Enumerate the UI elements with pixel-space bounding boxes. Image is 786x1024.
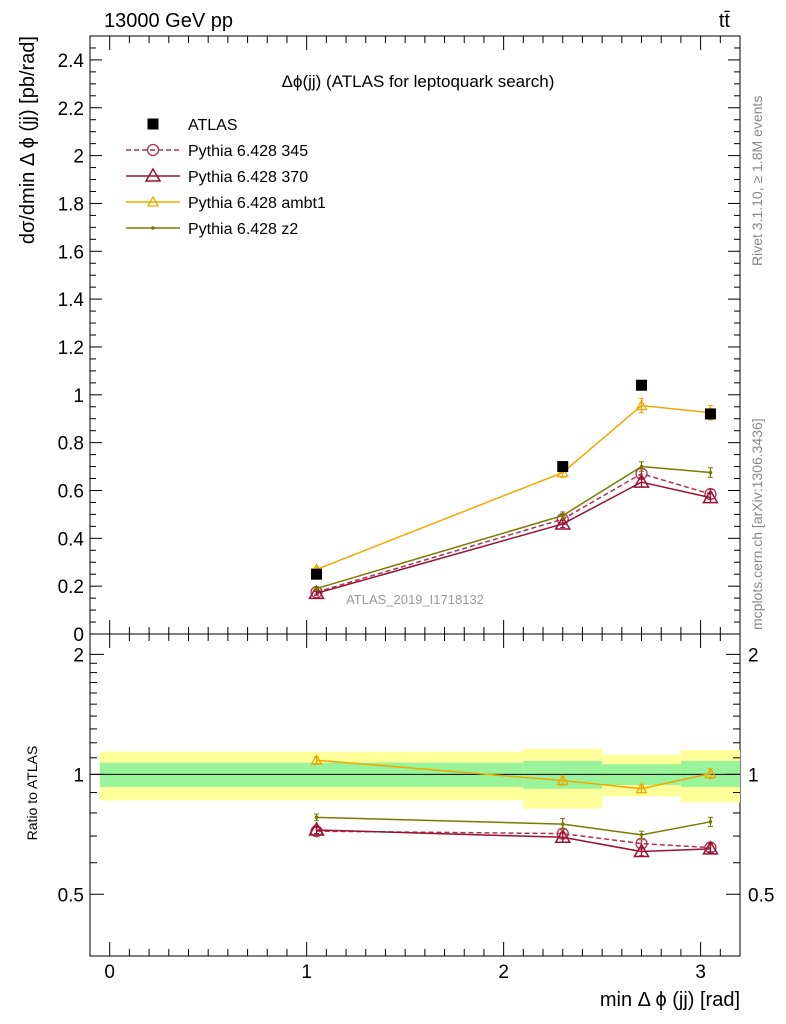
ratio-y-tick-label: 2	[73, 645, 84, 666]
ratio-series-line	[316, 759, 711, 790]
marker-triangle-small	[146, 195, 160, 207]
legend-entry: Pythia 6.428 345	[126, 143, 308, 160]
marker-triangle	[554, 515, 572, 530]
main-series	[308, 379, 719, 600]
marker-triangle-small	[635, 399, 648, 411]
marker-square	[704, 408, 716, 420]
y-tick-label: 2	[73, 147, 84, 168]
legend-label: Pythia 6.428 370	[188, 169, 308, 186]
series-line	[316, 404, 711, 571]
marker-triangle	[308, 821, 325, 836]
legend-entry: Pythia 6.428 z2	[126, 221, 298, 238]
ratio-y-axis-label: Ratio to ATLAS	[24, 746, 40, 841]
marker-square	[557, 461, 569, 473]
marker-triangle-small	[310, 753, 323, 765]
rivet-version-note: Rivet 3.1.10, ≥ 1.8M events	[749, 96, 765, 266]
marker-dot	[708, 820, 713, 824]
ratio-series-pythia-6-428-ambt1	[310, 753, 717, 794]
ratio-series-line	[316, 816, 711, 836]
series-pythia-6-428-ambt1	[310, 397, 717, 575]
marker-triangle-small	[556, 774, 569, 786]
legend-label: Pythia 6.428 z2	[188, 221, 298, 238]
x-tick-label: 3	[695, 962, 706, 983]
marker-dot	[560, 822, 565, 826]
marker-dot	[151, 226, 155, 230]
y-tick-label: 1.2	[58, 338, 84, 359]
marker-dot	[314, 815, 319, 820]
x-tick-label: 2	[498, 962, 509, 983]
ratio-ticks: 0.5 0.5 1 1 2 2 0 1 2 3	[58, 634, 774, 983]
plot-title: Δϕ(jj) (ATLAS for leptoquark search)	[282, 72, 555, 91]
y-tick-label: 0	[73, 625, 84, 646]
x-tick-label: 1	[301, 962, 312, 983]
y-tick-label: 1.4	[58, 290, 85, 311]
ratio-y-tick-label-right: 0.5	[748, 885, 774, 906]
marker-dot	[314, 586, 319, 591]
series-line	[316, 465, 711, 590]
series-line	[316, 472, 711, 593]
marker-triangle	[633, 843, 650, 858]
marker-circle	[146, 143, 160, 157]
marker-dot	[708, 470, 713, 475]
legend-entry: Pythia 6.428 370	[126, 167, 308, 186]
y-tick-label: 0.4	[58, 529, 85, 550]
legend-entry: ATLAS	[147, 117, 238, 134]
y-tick-label: 0.6	[58, 481, 84, 502]
marker-dot	[639, 833, 644, 837]
process-label: tt̄	[719, 10, 731, 32]
series-atlas	[311, 379, 716, 580]
marker-triangle	[144, 167, 162, 182]
marker-triangle-small	[704, 767, 717, 779]
y-tick-label: 0.2	[58, 577, 84, 598]
y-axis-label: dσ/dmin Δ ϕ (jj) [pb/rad]	[17, 36, 39, 244]
legend: ATLAS Pythia 6.428 345 Pythia 6.428 370 Pyt…	[126, 117, 326, 238]
ratio-bands	[90, 748, 740, 809]
marker-triangle	[308, 584, 325, 600]
marker-triangle	[702, 840, 719, 855]
marker-dot	[639, 464, 644, 469]
marker-dot	[560, 513, 565, 518]
mcplots-note: mcplots.cern.ch [arXiv:1306.3436]	[749, 418, 765, 630]
marker-square	[147, 118, 159, 130]
marker-triangle	[633, 473, 650, 488]
ratio-series-pythia-6-428-370	[308, 821, 719, 858]
y-tick-label: 0.8	[58, 434, 84, 455]
y-tick-label: 1.6	[58, 242, 84, 263]
ratio-y-tick-label: 0.5	[58, 885, 84, 906]
y-tick-label: 1	[73, 386, 84, 407]
ratio-y-tick-label: 1	[73, 765, 84, 786]
energy-label: 13000 GeV pp	[104, 10, 233, 32]
y-tick-label: 2.2	[58, 99, 84, 120]
marker-square	[636, 379, 648, 391]
ratio-y-tick-label-right: 2	[748, 645, 759, 666]
ratio-series-line	[316, 830, 711, 849]
y-tick-label: 1.8	[58, 194, 84, 215]
analysis-id: ATLAS_2019_I1718132	[346, 592, 484, 607]
marker-triangle	[554, 828, 572, 844]
main-ticks: 0 0.2 0.4 0.6 0.8 1 1.2 1.4 1.6 1.8 2 2.2 2.4	[58, 36, 741, 646]
ratio-series	[308, 753, 719, 858]
ratio-series-pythia-6-428-z2	[314, 813, 713, 840]
legend-label: Pythia 6.428 ambt1	[188, 195, 326, 212]
ratio-y-tick-label-right: 1	[748, 765, 759, 786]
x-tick-label: 0	[104, 962, 115, 983]
legend-label: ATLAS	[188, 117, 238, 134]
ratio-panel: 0.5 0.5 1 1 2 2 0 1 2 3	[58, 633, 774, 983]
x-axis-label: min Δ ϕ (jj) [rad]	[600, 989, 740, 1011]
series-pythia-6-428-370	[308, 473, 719, 600]
legend-entry: Pythia 6.428 ambt1	[126, 195, 326, 212]
marker-triangle	[702, 489, 719, 504]
series-line	[316, 481, 711, 595]
legend-label: Pythia 6.428 345	[188, 143, 308, 160]
marker-square	[311, 568, 323, 580]
marker-triangle-small	[635, 782, 648, 794]
series-pythia-6-428-z2	[314, 461, 713, 591]
y-tick-label: 2.4	[58, 51, 85, 72]
ratio-series-pythia-6-428-345	[310, 825, 717, 854]
ratio-series-line	[316, 829, 711, 853]
main-panel: 0 0.2 0.4 0.6 0.8 1 1.2 1.4 1.6 1.8 2 2.2 2.4 Δϕ(jj)…	[58, 35, 741, 646]
